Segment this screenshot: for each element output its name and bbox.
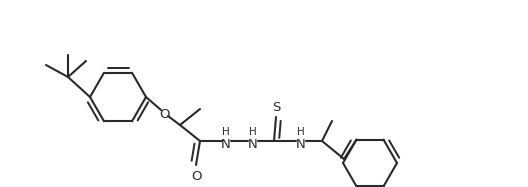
Text: N: N (221, 137, 231, 151)
Text: S: S (272, 100, 280, 114)
Text: H: H (297, 127, 305, 137)
Text: O: O (191, 171, 201, 183)
Text: H: H (249, 127, 257, 137)
Text: N: N (296, 137, 306, 151)
Text: N: N (248, 137, 258, 151)
Text: O: O (160, 108, 170, 120)
Text: H: H (222, 127, 230, 137)
